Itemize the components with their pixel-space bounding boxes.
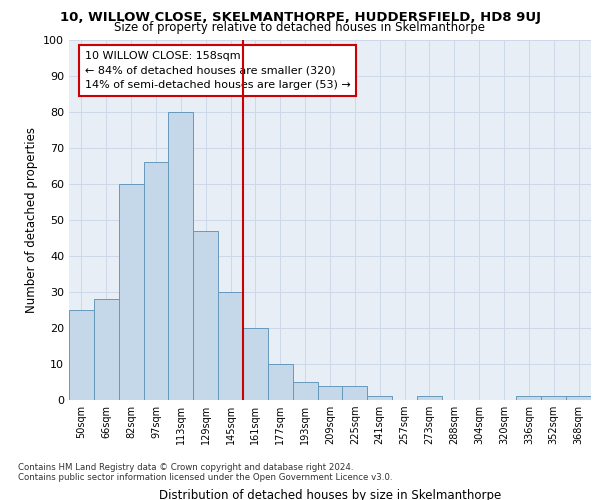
Bar: [343, 386, 367, 400]
Bar: [119, 184, 143, 400]
Bar: [243, 328, 268, 400]
Bar: [293, 382, 317, 400]
Text: 10, WILLOW CLOSE, SKELMANTHORPE, HUDDERSFIELD, HD8 9UJ: 10, WILLOW CLOSE, SKELMANTHORPE, HUDDERS…: [59, 11, 541, 24]
Y-axis label: Number of detached properties: Number of detached properties: [25, 127, 38, 313]
Bar: [169, 112, 193, 400]
Text: Contains HM Land Registry data © Crown copyright and database right 2024.: Contains HM Land Registry data © Crown c…: [18, 462, 353, 471]
Bar: [541, 396, 566, 400]
Bar: [517, 396, 541, 400]
Bar: [143, 162, 169, 400]
Bar: [69, 310, 94, 400]
Bar: [218, 292, 243, 400]
Text: 10 WILLOW CLOSE: 158sqm
← 84% of detached houses are smaller (320)
14% of semi-d: 10 WILLOW CLOSE: 158sqm ← 84% of detache…: [85, 51, 350, 90]
Bar: [193, 231, 218, 400]
Text: Size of property relative to detached houses in Skelmanthorpe: Size of property relative to detached ho…: [115, 21, 485, 34]
Bar: [417, 396, 442, 400]
Bar: [367, 396, 392, 400]
Bar: [268, 364, 293, 400]
X-axis label: Distribution of detached houses by size in Skelmanthorpe: Distribution of detached houses by size …: [159, 489, 501, 500]
Bar: [566, 396, 591, 400]
Text: Contains public sector information licensed under the Open Government Licence v3: Contains public sector information licen…: [18, 472, 392, 482]
Bar: [94, 299, 119, 400]
Bar: [317, 386, 343, 400]
